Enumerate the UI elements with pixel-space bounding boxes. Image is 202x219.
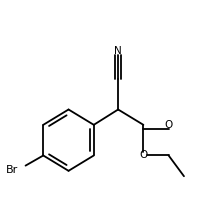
Text: O: O (139, 150, 147, 161)
Text: Br: Br (6, 165, 18, 175)
Text: O: O (164, 120, 173, 130)
Text: N: N (114, 46, 122, 56)
